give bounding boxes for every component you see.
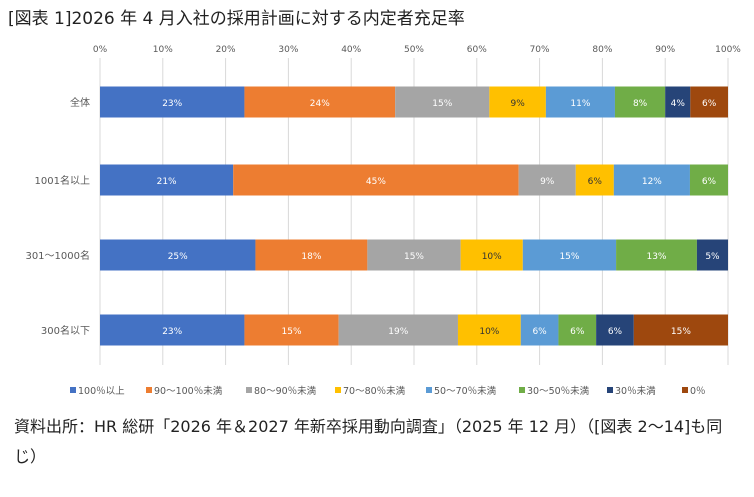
x-tick-label: 70% (530, 45, 550, 55)
bar-segment (520, 314, 559, 346)
legend-label: 80～90％未満 (254, 385, 317, 397)
chart-title: [図表 1]2026 年 4 月入社の採用計画に対する内定者充足率 (8, 9, 465, 29)
data-label: 9% (510, 99, 525, 109)
x-tick-label: 100% (715, 45, 741, 55)
bar-segment (575, 164, 614, 196)
chart-svg: 0% 10% 20% 30% 40% 50% 60% 70% 80% 90% 100% 全体 23% 24… (25, 45, 741, 397)
data-label: 24% (310, 99, 330, 109)
bar-segment (596, 314, 634, 346)
data-label: 6% (608, 327, 623, 337)
data-label: 6% (702, 177, 717, 187)
bar-segment (518, 164, 576, 196)
data-label: 8% (633, 99, 648, 109)
x-tick-label: 20% (216, 45, 236, 55)
legend-swatch (146, 387, 152, 393)
data-label: 45% (366, 177, 386, 187)
category-label: 全体 (70, 96, 90, 109)
legend-label: 30～50％未満 (527, 385, 590, 397)
x-tick-label: 90% (655, 45, 675, 55)
bar-segment (244, 86, 396, 118)
data-label: 10% (479, 327, 499, 337)
bar-segment (690, 86, 728, 118)
bar-segment (255, 239, 368, 271)
bar-segment (100, 314, 245, 346)
legend-swatch (607, 387, 613, 393)
bar-segment (489, 86, 546, 118)
data-label: 15% (282, 327, 302, 337)
legend-swatch (426, 387, 432, 393)
bar-segment (395, 86, 490, 118)
bar-segment (460, 239, 523, 271)
data-label: 19% (388, 327, 408, 337)
data-label: 15% (404, 252, 424, 262)
legend-swatch (519, 387, 525, 393)
data-label: 9% (540, 177, 555, 187)
bar-segment (545, 86, 615, 118)
data-label: 23% (162, 327, 182, 337)
data-label: 6% (588, 177, 603, 187)
data-label: 15% (432, 99, 452, 109)
legend-label: 90～100％未満 (154, 385, 223, 397)
x-tick-label: 50% (404, 45, 424, 55)
bar-segment (522, 239, 617, 271)
data-label: 13% (646, 252, 666, 262)
bar-segment (244, 314, 339, 346)
category-label: 300名以下 (41, 324, 90, 337)
bar-segment (613, 164, 690, 196)
category-label: 301～1000名 (25, 249, 90, 262)
legend-label: 30％未満 (615, 385, 656, 397)
bar-segment (616, 239, 697, 271)
bar-segment (665, 86, 691, 118)
data-label: 12% (642, 177, 662, 187)
bar-segment (558, 314, 597, 346)
data-label: 11% (570, 99, 590, 109)
bar-segment (633, 314, 728, 346)
bar-segment (614, 86, 666, 118)
bar-segment (100, 86, 245, 118)
legend-swatch (335, 387, 341, 393)
data-label: 10% (482, 252, 502, 262)
bar-segment (689, 164, 728, 196)
legend-label: 50～70％未満 (434, 385, 497, 397)
legend-label: 0％ (690, 386, 706, 397)
bar-segment (233, 164, 519, 196)
bar-segment (100, 164, 234, 196)
bar-segment (367, 239, 461, 271)
x-tick-label: 10% (153, 45, 173, 55)
x-tick-label: 0% (93, 45, 108, 55)
legend-swatch (682, 387, 688, 393)
category-label: 1001名以上 (35, 174, 90, 187)
data-label: 18% (301, 252, 321, 262)
data-label: 23% (162, 99, 182, 109)
legend-swatch (246, 387, 252, 393)
legend-label: 70～80％未満 (343, 385, 406, 397)
data-label: 5% (705, 252, 720, 262)
legend-swatch (70, 387, 76, 393)
data-label: 6% (570, 327, 585, 337)
data-label: 15% (559, 252, 579, 262)
legend-label: 100％以上 (78, 386, 125, 397)
data-label: 6% (532, 327, 547, 337)
bar-segment (457, 314, 521, 346)
x-tick-label: 40% (341, 45, 361, 55)
data-label: 4% (671, 99, 686, 109)
bar-segment (338, 314, 458, 346)
data-label: 25% (168, 252, 188, 262)
bar-segment (100, 239, 256, 271)
data-label: 6% (702, 99, 717, 109)
x-tick-label: 60% (467, 45, 487, 55)
data-label: 21% (157, 177, 177, 187)
x-tick-label: 80% (592, 45, 612, 55)
x-tick-label: 30% (278, 45, 298, 55)
data-label: 15% (671, 327, 691, 337)
bar-segment (696, 239, 728, 271)
source-note: 資料出所：HR 総研「2026 年＆2027 年新卒採用動向調査」（2025 年… (14, 417, 723, 466)
